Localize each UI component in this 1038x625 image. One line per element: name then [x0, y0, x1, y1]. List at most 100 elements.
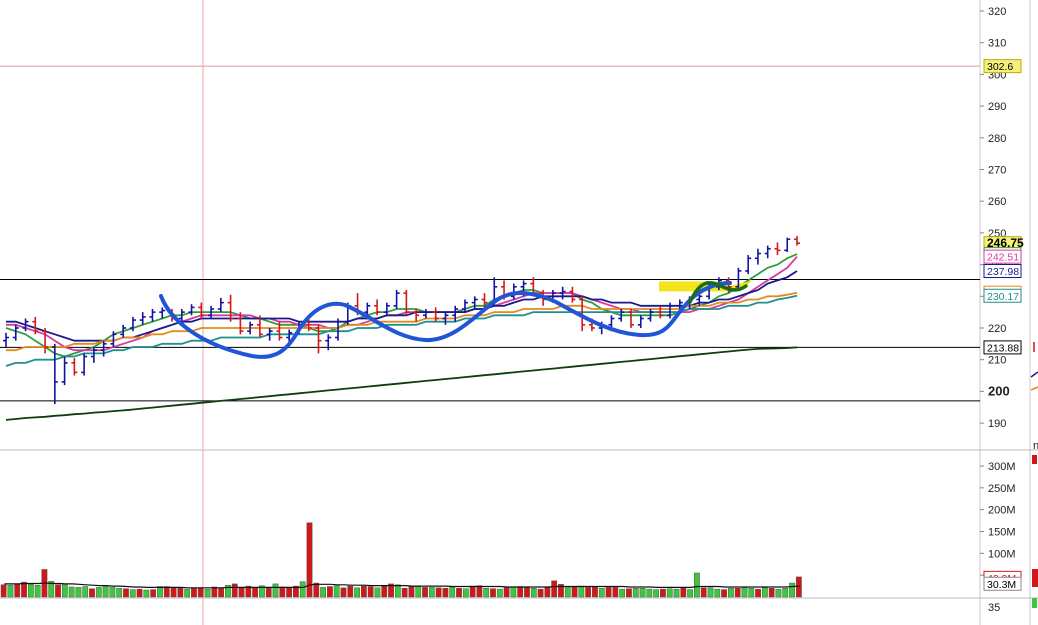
price-bar — [247, 321, 254, 335]
volume-bar — [34, 584, 41, 598]
volume-bar — [490, 588, 496, 598]
price-bar — [637, 315, 644, 328]
price-value-label-box — [983, 288, 1022, 303]
price-bar — [383, 302, 390, 316]
price-tick-label: 210 — [988, 355, 1006, 367]
price-tick-label: 320 — [988, 6, 1006, 18]
volume-bar — [381, 585, 388, 598]
volume-bar — [727, 588, 734, 598]
price-bar — [667, 302, 674, 319]
volume-bar — [313, 582, 320, 598]
edge-line-blue — [1030, 371, 1038, 378]
volume-bar — [544, 586, 551, 598]
price-value-label: 230.17 — [983, 288, 1022, 303]
volume-bar — [558, 584, 564, 598]
price-bar — [481, 293, 488, 309]
volume-bar — [225, 584, 231, 598]
volume-bar — [197, 588, 204, 598]
price-bar — [227, 294, 234, 322]
volume-bar — [82, 586, 89, 598]
price-tick-label: 190 — [988, 418, 1006, 430]
price-bar — [774, 242, 781, 256]
volume-bar — [394, 584, 401, 598]
price-bar — [745, 255, 752, 275]
volume-bar — [734, 588, 741, 598]
price-bar — [471, 296, 478, 309]
price-value-label-text: 302.6 — [987, 61, 1013, 73]
volume-bar — [102, 585, 109, 598]
price-bar — [754, 248, 761, 265]
price-axis: 3203103002902802702602502402302202102001… — [980, 6, 1010, 430]
volume-bar — [272, 583, 279, 598]
price-bar — [110, 331, 117, 348]
volume-bar — [564, 586, 571, 598]
volume-bar — [707, 587, 714, 598]
volume-bar — [27, 584, 34, 598]
volume-bar — [55, 584, 61, 598]
price-bar — [71, 358, 78, 376]
price-tick-label: 200 — [988, 383, 1010, 398]
price-bar — [305, 318, 312, 332]
price-bar — [315, 324, 322, 354]
volume-bar — [789, 582, 795, 598]
price-bar — [627, 308, 634, 328]
volume-bar — [367, 586, 374, 598]
volume-bar — [483, 588, 490, 598]
volume-bar — [741, 587, 748, 598]
volume-bar — [360, 585, 367, 598]
price-bar — [696, 293, 703, 306]
moving-average-line — [5, 253, 798, 358]
volume-bar — [476, 585, 483, 598]
volume-bar — [123, 588, 129, 598]
moving-average-line — [6, 270, 798, 342]
volume-bar — [259, 585, 265, 598]
volume-bar — [435, 587, 442, 598]
volume-axis: 300M250M200M150M100M50M35 — [980, 461, 1016, 614]
volume-bar — [653, 589, 660, 598]
volume-bar — [578, 585, 585, 598]
price-bar — [42, 328, 49, 354]
price-bar — [100, 340, 107, 357]
volume-bar — [75, 587, 82, 598]
volume-bar — [354, 587, 360, 598]
volume-bar — [673, 588, 680, 598]
price-bar — [237, 312, 244, 335]
price-bar — [374, 299, 381, 316]
price-value-label-text: 230.17 — [987, 291, 1019, 303]
volume-bars — [0, 522, 802, 598]
price-bar — [120, 324, 127, 338]
price-bar — [461, 299, 468, 313]
volume-bar — [184, 588, 191, 598]
price-value-label: 242.51 — [983, 249, 1022, 264]
volume-bar — [326, 586, 333, 598]
edge-volume-red — [1032, 455, 1037, 464]
volume-bar — [775, 588, 782, 598]
volume-bar — [177, 588, 184, 598]
price-bar — [393, 289, 400, 309]
volume-bar — [530, 588, 537, 598]
volume-bar — [48, 581, 55, 598]
price-bars — [3, 236, 800, 405]
price-tick-label: 290 — [988, 101, 1006, 113]
volume-bar — [626, 588, 632, 598]
price-bar — [22, 318, 29, 332]
volume-bar — [286, 587, 293, 598]
volume-bar — [408, 586, 415, 598]
volume-bar — [795, 576, 802, 598]
volume-bar — [150, 589, 157, 598]
volume-bar — [340, 587, 347, 598]
volume-bar — [721, 589, 727, 598]
volume-bar — [306, 522, 313, 598]
volume-bar — [755, 588, 761, 598]
volume-bar — [14, 583, 21, 598]
volume-bar — [218, 588, 225, 598]
volume-bar — [422, 587, 428, 598]
volume-bar — [761, 587, 768, 598]
volume-bar — [211, 586, 218, 598]
volume-bar — [537, 588, 544, 598]
price-value-label-box — [983, 340, 1022, 355]
volume-bar — [204, 588, 211, 598]
edge-partial-label: n — [1033, 440, 1038, 452]
price-bar — [579, 296, 586, 332]
